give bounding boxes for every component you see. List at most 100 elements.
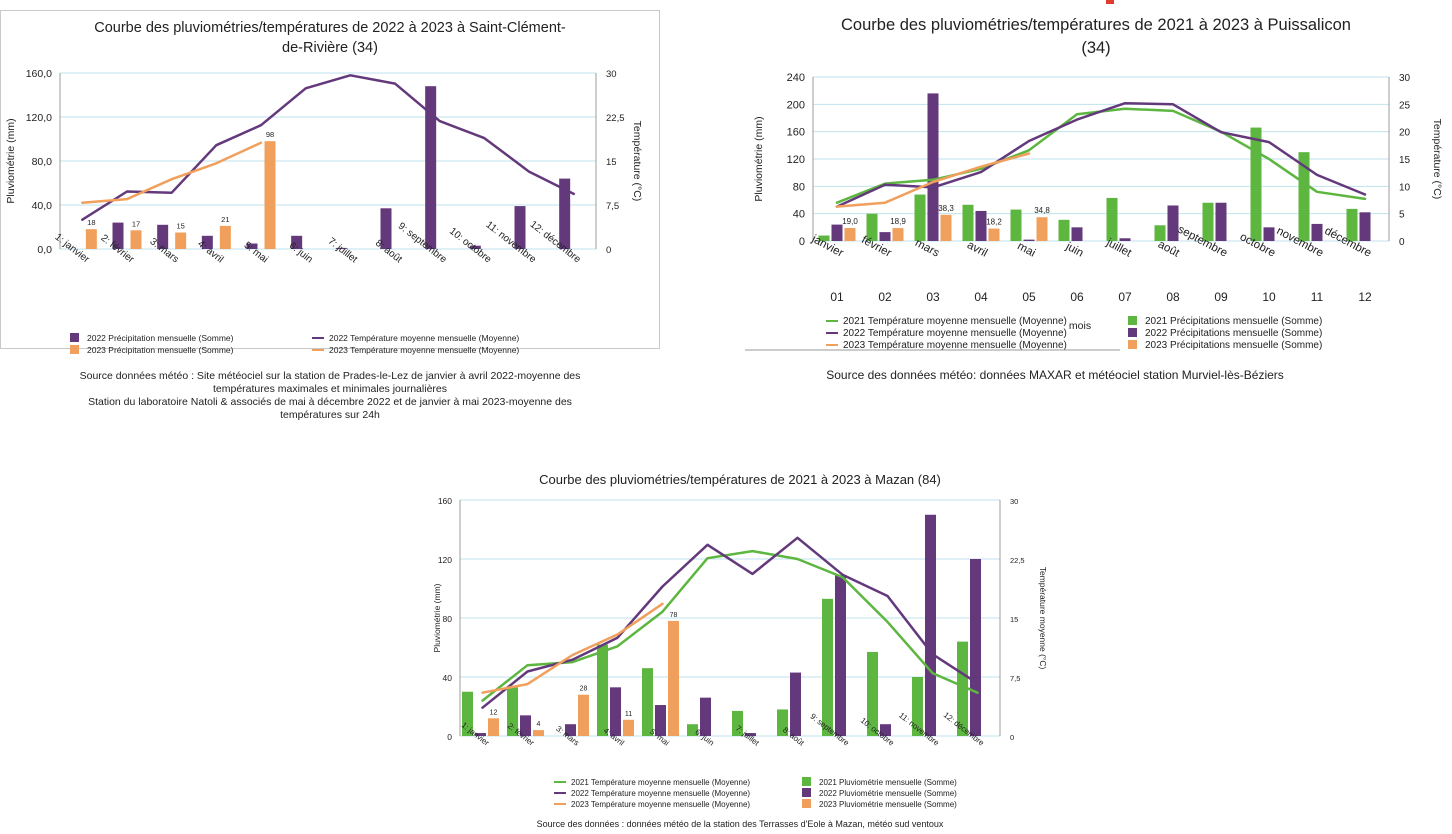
bar-2022-3: mars (157, 224, 169, 249)
bar-2023-4: avril (219, 225, 231, 249)
bar-2021-2: février (507, 687, 518, 736)
bar-2021-5: mai (642, 668, 653, 736)
bar-value-label: 4 (537, 721, 541, 728)
bar-2022-10: octobre (469, 245, 481, 249)
y2-tick-label: 0 (1010, 733, 1014, 742)
bar-2022-1: janvier (475, 733, 486, 736)
bar-2022-7: juillet (335, 247, 347, 249)
bar-value-label: 18,2 (986, 218, 1002, 227)
x-category-label: août (1156, 239, 1182, 260)
bar-2022-7: juillet (745, 733, 756, 736)
x-month-number: 12 (1358, 290, 1372, 304)
x-axis-title: mois (1069, 320, 1091, 332)
temperature-line-2022 (81, 74, 575, 221)
bar-value-label: 18 (87, 218, 95, 227)
bar-2022-6: juin (291, 235, 303, 249)
temperature-line-2023 (481, 602, 664, 694)
bar-2021-10: octobre (867, 651, 878, 736)
bar-2021-octobre (1250, 127, 1262, 241)
bar-2022-8: août (380, 208, 392, 249)
y2-axis-title: Température (°C) (1431, 119, 1443, 200)
chart-title: (34) (1081, 39, 1110, 57)
y-tick-label: 160 (787, 127, 805, 139)
bar-2021-6: juin (687, 724, 698, 736)
bar-2022-9: septembre (425, 86, 437, 249)
legend-entry-label: 2021 Pluviométrie mensuelle (Somme) (819, 778, 957, 787)
source-line: températures sur 24h (280, 409, 380, 421)
bar-2023-4: avril (623, 719, 634, 736)
y-axis-title: Pluviométrie (mm) (5, 118, 17, 203)
bar-2023-janvier (844, 228, 856, 241)
bar-2021-septembre (1202, 202, 1214, 241)
bar-2022-12: décembre (559, 178, 571, 249)
bar-2021-mai (1010, 209, 1022, 241)
x-category-label: 9: septembre (396, 221, 449, 266)
legend-entry-label: 2021 Précipitations mensuelle (Somme) (1145, 316, 1322, 327)
bar-2022-octobre (1263, 227, 1275, 241)
bar-2022-11: novembre (514, 206, 526, 249)
bar-2022-5: mai (246, 243, 258, 249)
y2-tick-label: 30 (606, 69, 617, 80)
bar-2021-7: juillet (732, 710, 743, 736)
legend-entry-label: 2023 Température moyenne mensuelle (Moye… (571, 800, 750, 809)
bar-2021-mars (914, 194, 926, 241)
legend-entry-label: 2021 Température moyenne mensuelle (Moye… (571, 778, 750, 787)
x-month-number: 01 (830, 290, 844, 304)
y-tick-label: 80 (793, 181, 805, 193)
x-month-number: 03 (926, 290, 940, 304)
bar-2022-mai (1023, 239, 1035, 241)
x-month-number: 10 (1262, 290, 1276, 304)
chart-mazan: Courbe des pluviométries/températures de… (420, 462, 1060, 818)
y-tick-label: 0 (447, 732, 452, 742)
source-line: Station du laboratoire Natoli & associés… (88, 396, 572, 408)
y2-tick-label: 30 (1010, 497, 1018, 506)
bar-2022-mars (927, 93, 939, 242)
chart-saint-clement: Courbe des pluviométries/températures de… (0, 10, 660, 362)
bar-value-label: 12 (490, 709, 498, 716)
y-tick-label: 40 (443, 673, 453, 683)
source-line: Source des données : données météo de la… (536, 819, 944, 829)
y2-axis-title: Température (°C) (631, 121, 643, 202)
y2-tick-label: 30 (1399, 73, 1411, 84)
chart-puissalicon-svg: Courbe des pluviométries/températures de… (745, 16, 1443, 351)
y-tick-label: 120,0 (26, 112, 52, 124)
bar-2021-juillet (1106, 197, 1118, 241)
bar-2022-janvier (831, 224, 843, 241)
bar-2022-août (1167, 205, 1179, 241)
y2-tick-label: 15 (1399, 155, 1411, 166)
legend-entry-label: 2021 Température moyenne mensuelle (Moye… (843, 316, 1067, 327)
bar-2021-février (866, 213, 878, 241)
y-tick-label: 240 (787, 72, 805, 84)
legend-entry-label: 2022 Pluviométrie mensuelle (Somme) (819, 789, 957, 798)
bar-value-label: 28 (580, 686, 588, 693)
x-month-number: 11 (1311, 290, 1324, 304)
bar-value-label: 98 (266, 130, 274, 139)
bar-value-label: 18,9 (890, 217, 906, 226)
legend-entry-label: 2023 Température moyenne mensuelle (Moye… (329, 345, 519, 355)
x-month-number: 09 (1214, 290, 1228, 304)
bar-2021-8: août (777, 709, 788, 736)
bar-2021-avril (962, 204, 974, 241)
y-tick-label: 160,0 (26, 68, 52, 80)
chart-puissalicon-source: Source des données météo: données MAXAR … (745, 368, 1365, 383)
chart-title: Courbe des pluviométries/températures de… (94, 20, 566, 36)
y-tick-label: 0 (799, 236, 805, 248)
x-category-label: 10: octobre (447, 226, 494, 266)
temperature-line-2022 (481, 536, 979, 709)
bar-2021-4: avril (597, 644, 608, 736)
y2-tick-label: 0 (1399, 237, 1405, 248)
x-category-label: mai (1015, 240, 1037, 259)
bar-2023-1: janvier (85, 229, 97, 249)
y-tick-label: 40,0 (32, 200, 53, 212)
chart-title: de-Rivière (34) (282, 40, 378, 56)
bar-value-label: 15 (176, 222, 184, 231)
bar-2022-10: octobre (880, 724, 891, 736)
chart-title: Courbe des pluviométries/températures de… (539, 472, 941, 487)
chart-mazan-svg: Courbe des pluviométries/températures de… (432, 472, 1048, 809)
bar-2023-2: février (130, 230, 142, 249)
bar-value-label: 78 (670, 612, 678, 619)
source-line: températures maximales et minimales jour… (212, 383, 447, 395)
chart-mazan-source: Source des données : données météo de la… (440, 818, 1040, 830)
temperature-line-2021 (481, 549, 979, 702)
y2-tick-label: 0 (606, 245, 611, 256)
